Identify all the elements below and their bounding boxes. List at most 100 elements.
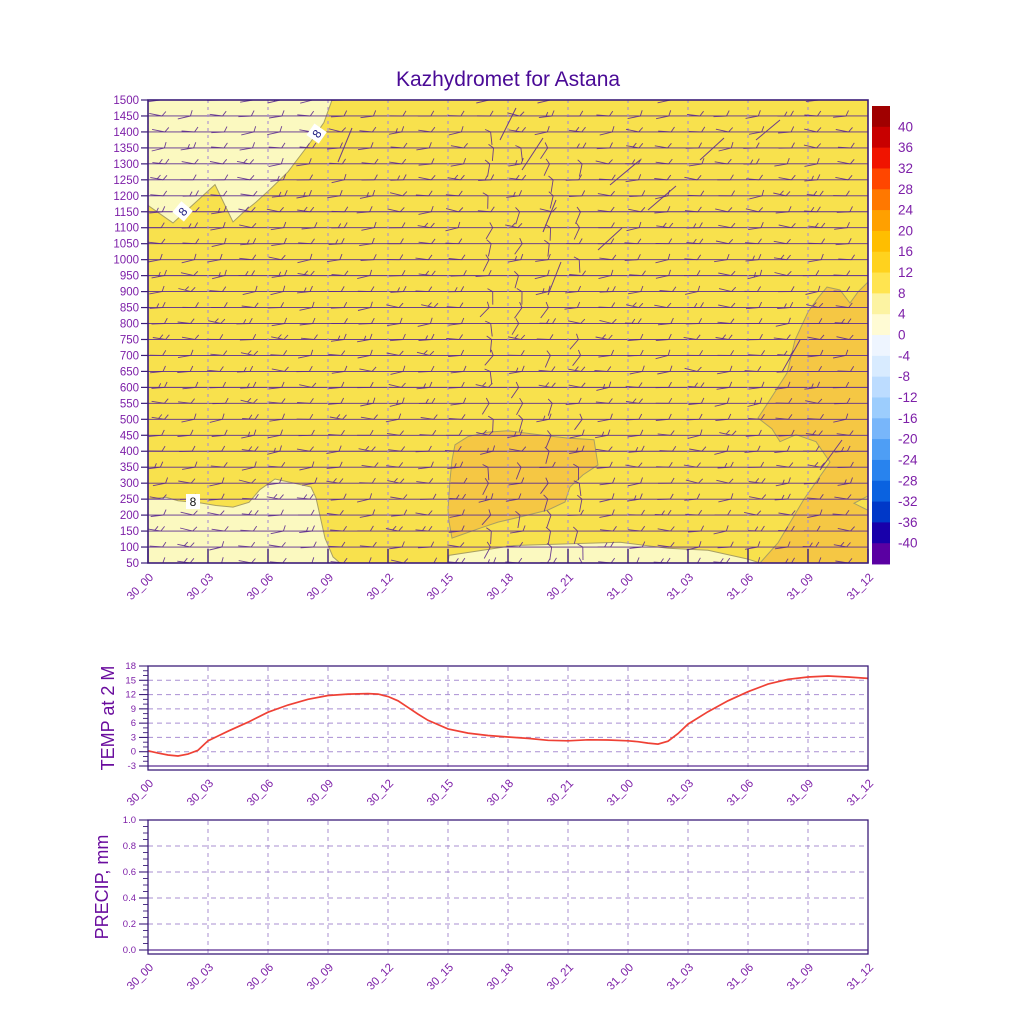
svg-text:30_03: 30_03 <box>185 572 216 603</box>
svg-text:31_00: 31_00 <box>605 778 636 809</box>
svg-text:30_21: 30_21 <box>545 962 576 993</box>
svg-text:30_00: 30_00 <box>125 962 156 993</box>
svg-text:750: 750 <box>120 334 139 346</box>
svg-text:1350: 1350 <box>113 143 139 155</box>
svg-text:-36: -36 <box>898 515 918 530</box>
main-y-axis: 1500 1450 1400 1350 1300 1250 1200 1150 1100 1050… <box>113 95 148 570</box>
svg-text:20: 20 <box>898 223 913 238</box>
contour-labels: 888 <box>172 123 327 510</box>
svg-text:30_03: 30_03 <box>185 962 216 993</box>
svg-text:1200: 1200 <box>113 191 139 203</box>
svg-text:1050: 1050 <box>113 239 139 251</box>
svg-text:8: 8 <box>190 495 197 509</box>
svg-text:16: 16 <box>898 244 913 259</box>
svg-text:30_12: 30_12 <box>365 572 396 603</box>
svg-text:1150: 1150 <box>114 207 139 219</box>
svg-text:31_12: 31_12 <box>845 572 876 603</box>
svg-text:-8: -8 <box>898 369 910 384</box>
svg-text:30_12: 30_12 <box>365 962 396 993</box>
svg-text:30_15: 30_15 <box>425 778 456 809</box>
temp-series-line <box>147 675 869 757</box>
temp-axis-title: TEMP at 2 M <box>98 666 118 771</box>
svg-text:30_00: 30_00 <box>125 778 156 809</box>
precip-y-axis: 1.0 0.8 0.6 0.4 0.2 0.0 <box>123 815 148 956</box>
contour-fill-layer <box>148 100 868 563</box>
svg-text:30_15: 30_15 <box>425 962 456 993</box>
svg-text:-20: -20 <box>898 432 918 447</box>
svg-text:850: 850 <box>120 303 139 315</box>
temp-y-axis: 18 15 12 9 6 3 0 -3 <box>125 661 148 772</box>
svg-text:30_06: 30_06 <box>245 778 276 809</box>
svg-text:0.2: 0.2 <box>123 919 136 930</box>
main-x-axis-labels: 30_00 30_03 30_06 30_09 30_12 30_15 30_18 30_21… <box>125 572 876 603</box>
svg-text:31_00: 31_00 <box>605 572 636 603</box>
svg-text:28: 28 <box>898 182 913 197</box>
svg-text:31_00: 31_00 <box>605 962 636 993</box>
svg-text:150: 150 <box>120 526 139 538</box>
svg-text:400: 400 <box>120 446 139 458</box>
svg-text:1450: 1450 <box>113 111 139 123</box>
svg-text:30_21: 30_21 <box>545 572 576 603</box>
svg-text:-4: -4 <box>898 348 910 363</box>
svg-text:31_06: 31_06 <box>725 572 756 603</box>
svg-text:950: 950 <box>120 271 139 283</box>
svg-text:6: 6 <box>131 718 136 729</box>
svg-text:350: 350 <box>120 462 139 474</box>
svg-text:3: 3 <box>131 732 136 743</box>
svg-text:1100: 1100 <box>114 223 139 235</box>
svg-text:30_18: 30_18 <box>485 962 516 993</box>
svg-text:250: 250 <box>120 494 139 506</box>
svg-text:-3: -3 <box>128 761 136 772</box>
svg-text:0.8: 0.8 <box>123 841 136 852</box>
svg-text:30_03: 30_03 <box>185 778 216 809</box>
time-gridlines <box>148 100 868 563</box>
svg-text:-40: -40 <box>898 536 918 551</box>
svg-text:31_09: 31_09 <box>785 962 816 993</box>
svg-text:30_06: 30_06 <box>245 572 276 603</box>
svg-text:-16: -16 <box>898 411 918 426</box>
svg-text:1.0: 1.0 <box>123 815 136 826</box>
svg-text:300: 300 <box>120 478 139 490</box>
svg-text:31_06: 31_06 <box>725 962 756 993</box>
svg-text:31_09: 31_09 <box>785 778 816 809</box>
svg-text:30_09: 30_09 <box>305 962 336 993</box>
svg-text:36: 36 <box>898 140 913 155</box>
svg-text:30_09: 30_09 <box>305 778 336 809</box>
svg-text:450: 450 <box>120 430 139 442</box>
precip-panel: 1.00.80.60.40.20.030_00 30_03 30_06 30_09 30… <box>123 815 876 993</box>
svg-text:18: 18 <box>125 661 136 672</box>
svg-text:31_12: 31_12 <box>845 778 876 809</box>
svg-text:0.0: 0.0 <box>123 945 136 956</box>
svg-text:30_12: 30_12 <box>365 778 396 809</box>
svg-text:-28: -28 <box>898 473 918 488</box>
precip-gridlines <box>147 821 869 953</box>
svg-text:31_03: 31_03 <box>665 572 696 603</box>
svg-text:900: 900 <box>120 287 139 299</box>
svg-text:30_06: 30_06 <box>245 962 276 993</box>
svg-text:650: 650 <box>120 366 139 378</box>
svg-text:0: 0 <box>898 328 906 343</box>
svg-text:31_06: 31_06 <box>725 778 756 809</box>
svg-text:550: 550 <box>120 398 139 410</box>
svg-text:600: 600 <box>120 382 139 394</box>
svg-text:40: 40 <box>898 119 913 134</box>
svg-text:30_21: 30_21 <box>545 778 576 809</box>
svg-text:32: 32 <box>898 161 913 176</box>
svg-text:30_18: 30_18 <box>485 778 516 809</box>
svg-text:-12: -12 <box>898 390 918 405</box>
svg-text:100: 100 <box>120 542 139 554</box>
svg-text:800: 800 <box>120 319 139 331</box>
svg-text:31_12: 31_12 <box>845 962 876 993</box>
svg-text:500: 500 <box>120 414 139 426</box>
svg-text:50: 50 <box>126 558 139 570</box>
svg-text:31_03: 31_03 <box>665 778 696 809</box>
svg-text:0.6: 0.6 <box>123 867 136 878</box>
svg-text:1500: 1500 <box>113 95 139 107</box>
svg-text:31_03: 31_03 <box>665 962 696 993</box>
temp-x-axis-labels: 30_00 30_03 30_06 30_09 30_12 30_15 30_18 30_21… <box>125 778 876 809</box>
svg-text:1300: 1300 <box>113 159 139 171</box>
svg-text:31_09: 31_09 <box>785 572 816 603</box>
svg-text:1250: 1250 <box>113 175 139 187</box>
